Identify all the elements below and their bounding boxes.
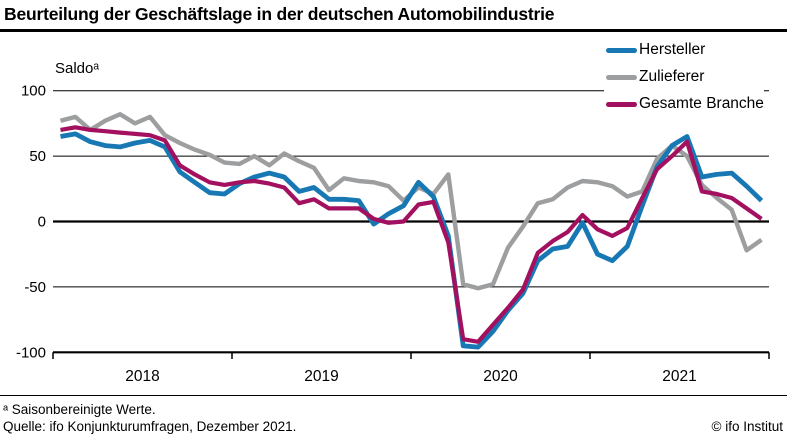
y-axis-title: Saldoᵃ: [55, 60, 99, 77]
legend-label-gesamte-branche: Gesamte Branche: [639, 95, 764, 112]
footnote: ᵃ Saisonbereinigte Werte.: [3, 402, 156, 417]
series-line-hersteller: [60, 131, 764, 350]
x-tick-label-2018: 2018: [125, 368, 159, 385]
title-rule: [0, 29, 787, 32]
x-tick-label-2021: 2021: [662, 368, 696, 385]
y-tick-label--100: -100: [16, 344, 46, 361]
x-tick-label-2020: 2020: [483, 368, 518, 385]
legend-item-gesamte-branche: Gesamte Branche: [606, 94, 764, 114]
y-tick-label--50: -50: [24, 279, 46, 296]
y-tick-label-50: 50: [29, 148, 46, 165]
source-note: Quelle: ifo Konjunkturumfragen, Dezember…: [3, 418, 297, 434]
hersteller-line-swatch-icon: [606, 47, 637, 53]
legend-item-hersteller: Hersteller: [606, 40, 764, 60]
footnote-block: ᵃ Saisonbereinigte Werte. Quelle: ifo Ko…: [3, 402, 296, 435]
y-tick-label-100: 100: [21, 83, 46, 100]
legend: Hersteller Zulieferer Gesamte Branche: [604, 39, 764, 116]
y-tick-label-0: 0: [38, 214, 46, 231]
zulieferer-line-swatch-icon: [606, 74, 637, 80]
series-line-gesamte-branche: [60, 125, 763, 344]
x-tick-label-2019: 2019: [304, 368, 338, 385]
copyright-note: © ifo Institut: [711, 419, 783, 434]
footer-rule: [0, 395, 787, 396]
legend-label-hersteller: Hersteller: [639, 41, 706, 58]
chart-title: Beurteilung der Geschäftslage in der deu…: [4, 4, 555, 24]
legend-item-zulieferer: Zulieferer: [606, 67, 764, 87]
gesamte-branche-line-swatch-icon: [606, 101, 637, 107]
legend-label-zulieferer: Zulieferer: [639, 68, 705, 85]
